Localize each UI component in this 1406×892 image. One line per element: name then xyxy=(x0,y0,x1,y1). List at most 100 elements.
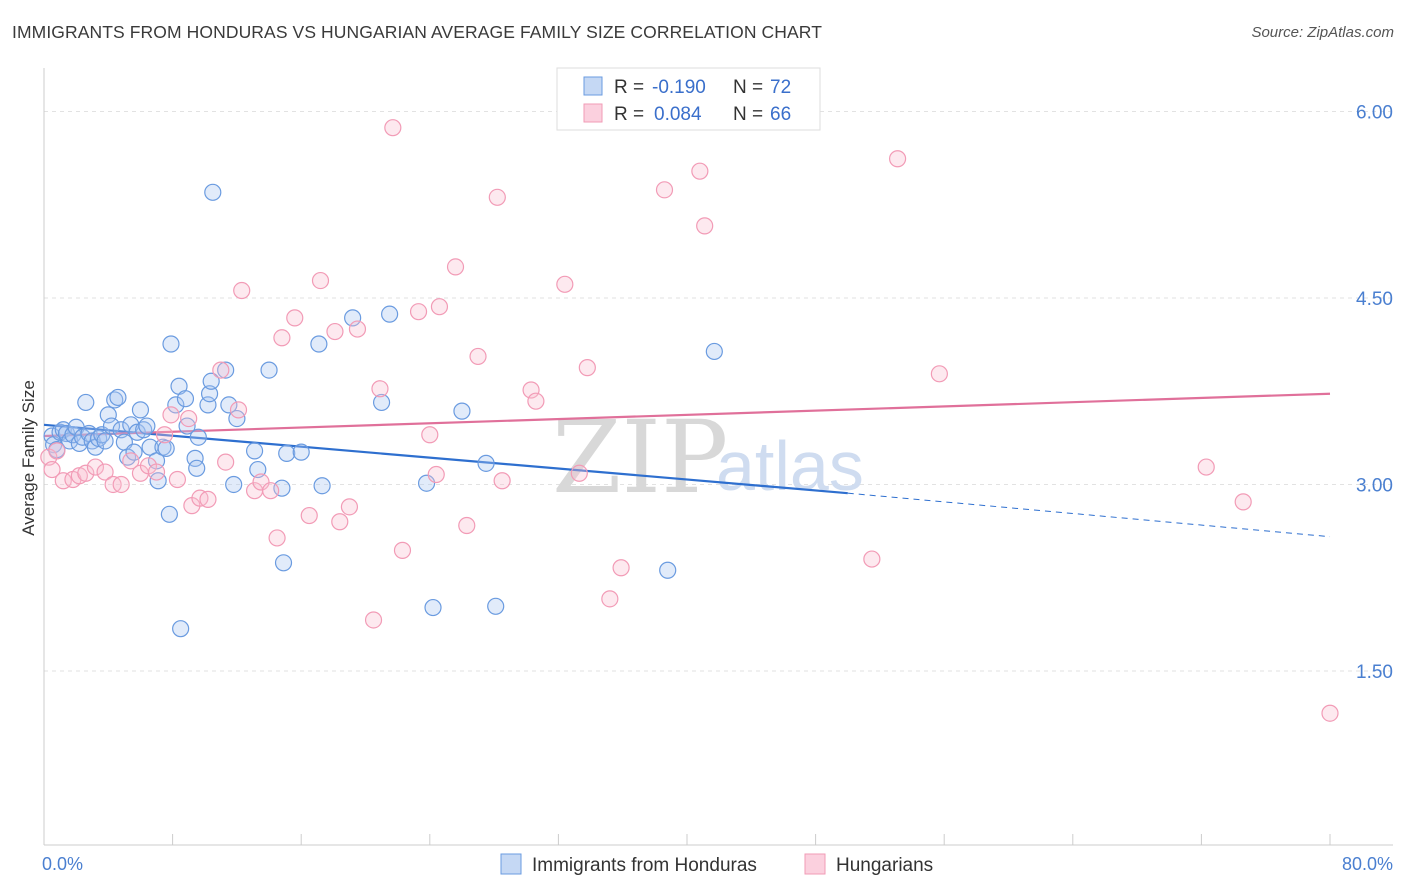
hungarians-point xyxy=(930,365,948,383)
hungarians-point xyxy=(393,541,412,559)
honduras-point xyxy=(160,505,178,523)
honduras-point xyxy=(217,361,235,379)
hungarians-point xyxy=(212,361,230,379)
y-tick-label: 1.50 xyxy=(1356,662,1393,683)
hungarians-point xyxy=(162,406,180,424)
honduras-point xyxy=(109,388,127,407)
legend-n-value-1: 72 xyxy=(770,77,791,98)
hungarians-point xyxy=(48,442,66,460)
hungarians-trend-line xyxy=(43,392,1331,438)
x-tick-label-max: 80.0% xyxy=(1342,854,1393,874)
honduras-point xyxy=(77,393,95,412)
honduras-point xyxy=(278,444,296,462)
hungarians-point xyxy=(430,298,449,316)
hungarians-point xyxy=(570,464,588,482)
hungarians-point xyxy=(469,347,487,366)
honduras-point xyxy=(659,561,677,579)
grid-lines xyxy=(44,111,1393,672)
hungarians-point xyxy=(155,426,174,444)
honduras-point xyxy=(292,443,310,461)
honduras-point xyxy=(273,479,291,497)
legend-r-value-2: 0.084 xyxy=(654,104,702,125)
honduras-point xyxy=(274,554,293,572)
hungarians-point xyxy=(268,529,286,547)
hungarians-point xyxy=(229,401,248,419)
honduras-point xyxy=(477,454,495,472)
honduras-point xyxy=(96,432,114,450)
honduras-point xyxy=(453,402,471,420)
honduras-point xyxy=(200,385,219,403)
hungarians-point xyxy=(522,381,540,399)
hungarians-point xyxy=(286,309,304,327)
honduras-trend-extension xyxy=(847,492,1331,538)
honduras-point xyxy=(149,472,167,490)
honduras-point xyxy=(225,475,243,494)
y-tick-label: 3.00 xyxy=(1356,475,1393,496)
honduras-point xyxy=(372,393,391,412)
honduras-point xyxy=(260,361,278,379)
legend-n-value-2: 66 xyxy=(770,104,791,125)
hungarians-point xyxy=(331,513,349,531)
hungarians-point xyxy=(488,188,506,206)
honduras-point xyxy=(189,428,207,446)
honduras-point xyxy=(176,390,195,408)
y-tick-label: 6.00 xyxy=(1356,103,1393,124)
hungarians-point xyxy=(364,611,383,629)
legend-bottom-swatch-honduras xyxy=(500,853,522,875)
legend-top: R = -0.190 N = 72 R = 0.084 N = 66 xyxy=(556,67,821,131)
legend-r-label-1: R = xyxy=(614,77,644,98)
honduras-point xyxy=(99,406,117,424)
legend-n-label-2: N = xyxy=(733,104,763,125)
watermark: ZIP atlas xyxy=(552,399,864,516)
hungarians-point xyxy=(340,498,359,516)
hungarians-point xyxy=(655,181,674,199)
hungarians-point xyxy=(348,320,367,338)
hungarians-point xyxy=(527,392,545,410)
honduras-point xyxy=(167,396,185,414)
source-label: Source: ZipAtlas.com xyxy=(1251,24,1394,41)
hungarians-point xyxy=(300,506,318,525)
hungarians-point xyxy=(180,409,198,428)
hungarians-point xyxy=(691,162,709,180)
honduras-point xyxy=(381,305,399,323)
honduras-point xyxy=(313,477,331,495)
legend-swatch-hungarians xyxy=(583,103,603,123)
honduras-point xyxy=(705,342,723,361)
hungarians-point xyxy=(77,464,95,482)
trend-lines xyxy=(43,392,1331,538)
y-axis-tick-labels: 1.50 3.00 4.50 6.00 xyxy=(1356,103,1393,683)
chart-title: IMMIGRANTS FROM HONDURAS VS HUNGARIAN AV… xyxy=(12,22,823,42)
honduras-point xyxy=(157,439,175,458)
hungarians-point xyxy=(147,463,166,481)
honduras-point xyxy=(162,335,180,353)
axes xyxy=(43,68,1393,846)
legend-r-value-1: -0.190 xyxy=(652,77,706,98)
hungarians-point xyxy=(96,463,114,481)
hungarians-point xyxy=(446,258,465,276)
hungarians-point xyxy=(86,458,105,476)
honduras-point xyxy=(344,309,362,327)
honduras-point xyxy=(424,598,442,617)
honduras-point xyxy=(487,597,505,615)
hungarians-point xyxy=(1321,704,1339,722)
hungarians-point xyxy=(273,329,291,347)
honduras-point xyxy=(138,417,156,435)
hungarians-point xyxy=(427,465,445,484)
hungarians-point xyxy=(326,322,344,341)
hungarians-point xyxy=(888,150,907,168)
legend-bottom-label-hungarians: Hungarians xyxy=(836,855,933,876)
hungarians-point xyxy=(112,475,130,494)
legend-bottom: Immigrants from Honduras Hungarians xyxy=(500,853,933,876)
hungarians-point xyxy=(371,380,389,398)
hungarians-point xyxy=(409,303,428,321)
legend-bottom-label-honduras: Immigrants from Honduras xyxy=(532,855,757,876)
legend-r-label-2: R = xyxy=(614,104,644,125)
hungarians-point xyxy=(556,275,574,293)
x-tick-label-min: 0.0% xyxy=(42,854,83,874)
hungarians-point xyxy=(43,460,61,479)
honduras-point xyxy=(188,459,206,477)
legend-bottom-swatch-hungarians xyxy=(804,853,826,875)
honduras-point xyxy=(310,335,328,353)
hungarians-point xyxy=(1234,493,1252,511)
